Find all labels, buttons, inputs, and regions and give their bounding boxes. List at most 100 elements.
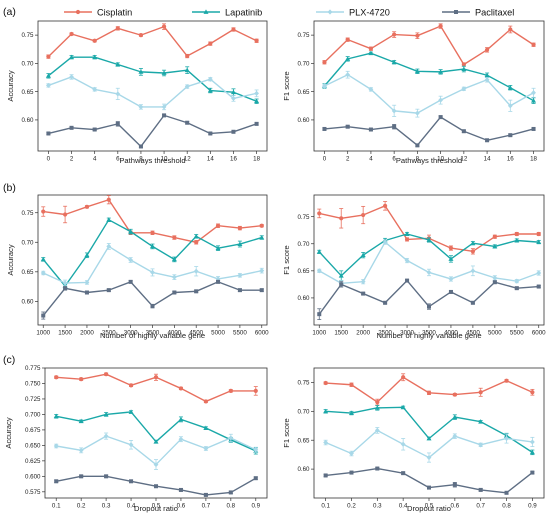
y-tick-label: 0.60 bbox=[21, 117, 34, 124]
data-point bbox=[194, 289, 199, 294]
data-point bbox=[138, 104, 144, 110]
data-point bbox=[84, 252, 90, 258]
x-tick-label: 0.4 bbox=[127, 503, 136, 510]
x-tick-label: 0 bbox=[47, 156, 51, 163]
series-line-lapatinib bbox=[323, 52, 534, 102]
data-point bbox=[84, 290, 89, 295]
panel-label: (b) bbox=[3, 182, 16, 194]
y-tick-label: 0.70 bbox=[21, 239, 34, 246]
y-tick-label: 0.65 bbox=[297, 268, 310, 275]
data-point bbox=[345, 72, 351, 78]
data-point bbox=[207, 87, 213, 93]
data-point bbox=[401, 375, 406, 380]
data-point bbox=[360, 279, 366, 285]
x-tick-label: 4 bbox=[369, 156, 373, 163]
data-point bbox=[461, 66, 467, 71]
data-point bbox=[138, 144, 143, 149]
data-point bbox=[484, 72, 490, 78]
data-point bbox=[106, 288, 111, 293]
x-tick-label: 5500 bbox=[510, 330, 524, 337]
data-point bbox=[414, 110, 420, 116]
data-point bbox=[208, 41, 213, 46]
data-point bbox=[349, 470, 354, 475]
data-point bbox=[438, 115, 443, 120]
y-axis-label: Accuracy bbox=[6, 244, 15, 275]
y-axis-label: F1 score bbox=[282, 245, 291, 275]
data-point bbox=[452, 392, 457, 397]
series-cisplatin bbox=[46, 23, 259, 59]
data-point bbox=[461, 129, 466, 134]
data-point bbox=[531, 126, 536, 131]
data-point bbox=[215, 223, 221, 228]
data-point bbox=[254, 121, 259, 126]
data-point bbox=[507, 103, 513, 109]
data-point bbox=[391, 59, 397, 65]
data-point bbox=[345, 124, 350, 129]
y-tick-label: 0.70 bbox=[297, 408, 310, 415]
data-point bbox=[184, 67, 190, 73]
series-line-paclitaxel bbox=[324, 116, 534, 147]
data-point bbox=[92, 54, 98, 60]
y-tick-label: 0.700 bbox=[25, 412, 41, 419]
data-point bbox=[323, 473, 328, 478]
data-point bbox=[368, 86, 374, 92]
data-point bbox=[426, 454, 432, 461]
data-point bbox=[78, 447, 84, 453]
data-point bbox=[62, 280, 68, 286]
x-tick-label: 4 bbox=[93, 156, 97, 163]
data-point bbox=[138, 33, 144, 38]
series-line-lapatinib bbox=[56, 411, 257, 452]
legend-label: Paclitaxel bbox=[475, 7, 514, 17]
data-point bbox=[531, 98, 537, 103]
data-point bbox=[345, 56, 351, 61]
data-point bbox=[426, 237, 432, 242]
x-tick-label: 8 bbox=[416, 156, 420, 163]
legend-marker-paclitaxel bbox=[454, 10, 458, 14]
data-point bbox=[536, 270, 542, 276]
data-point bbox=[193, 233, 199, 239]
data-point bbox=[536, 239, 542, 245]
data-point bbox=[84, 204, 90, 209]
series-cisplatin bbox=[323, 373, 535, 406]
plot-frame bbox=[44, 367, 268, 499]
y-tick-label: 0.75 bbox=[21, 32, 34, 39]
chart-c-left: 0.575 0.600 0.625 0.650 0.675 0.700 0.725 0.750… bbox=[4, 365, 268, 513]
data-point bbox=[452, 414, 458, 420]
data-point bbox=[193, 268, 199, 274]
series-cisplatin bbox=[41, 195, 264, 245]
data-point bbox=[478, 419, 484, 424]
data-point bbox=[178, 416, 184, 422]
data-point bbox=[426, 269, 432, 276]
x-tick-label: 0.3 bbox=[102, 503, 111, 510]
legend-item-lapatinib: Lapatinib bbox=[192, 7, 262, 17]
data-point bbox=[448, 256, 454, 261]
x-tick-label: 1000 bbox=[36, 330, 50, 337]
x-tick-label: 2500 bbox=[102, 330, 116, 337]
data-point bbox=[185, 53, 190, 59]
data-point bbox=[492, 234, 497, 239]
x-tick-label: 3000 bbox=[400, 330, 414, 337]
series-plx-4720 bbox=[53, 432, 259, 470]
y-tick-label: 0.70 bbox=[297, 241, 310, 248]
data-point bbox=[404, 231, 410, 236]
x-axis-label: Dropout ratio bbox=[407, 504, 451, 513]
x-axis-label: Number of highly variable gene bbox=[100, 331, 205, 340]
legend-label: Lapatinib bbox=[225, 7, 262, 17]
data-point bbox=[404, 257, 410, 264]
legend-marker-cisplatin bbox=[75, 9, 81, 15]
data-point bbox=[259, 234, 265, 240]
data-point bbox=[79, 474, 84, 479]
y-tick-label: 0.625 bbox=[25, 458, 41, 465]
x-tick-label: 0.3 bbox=[373, 503, 382, 510]
x-tick-label: 0.7 bbox=[202, 503, 211, 510]
panel-label: (c) bbox=[3, 354, 15, 366]
data-point bbox=[92, 38, 97, 43]
data-point bbox=[478, 487, 483, 492]
series-lapatinib bbox=[323, 404, 535, 456]
x-tick-label: 4000 bbox=[444, 330, 458, 337]
plots: 0.600.650.700.750 2 4 6 8 10 12 14 16 18Pathways … bbox=[4, 20, 546, 513]
series-lapatinib bbox=[40, 217, 265, 290]
legend-marker-plx-4720 bbox=[327, 9, 333, 15]
data-point bbox=[452, 482, 457, 487]
chart-b-right: 0.60 0.65 0.70 0.75 1000 1500 2000 2500 3000 3500… bbox=[282, 194, 546, 340]
